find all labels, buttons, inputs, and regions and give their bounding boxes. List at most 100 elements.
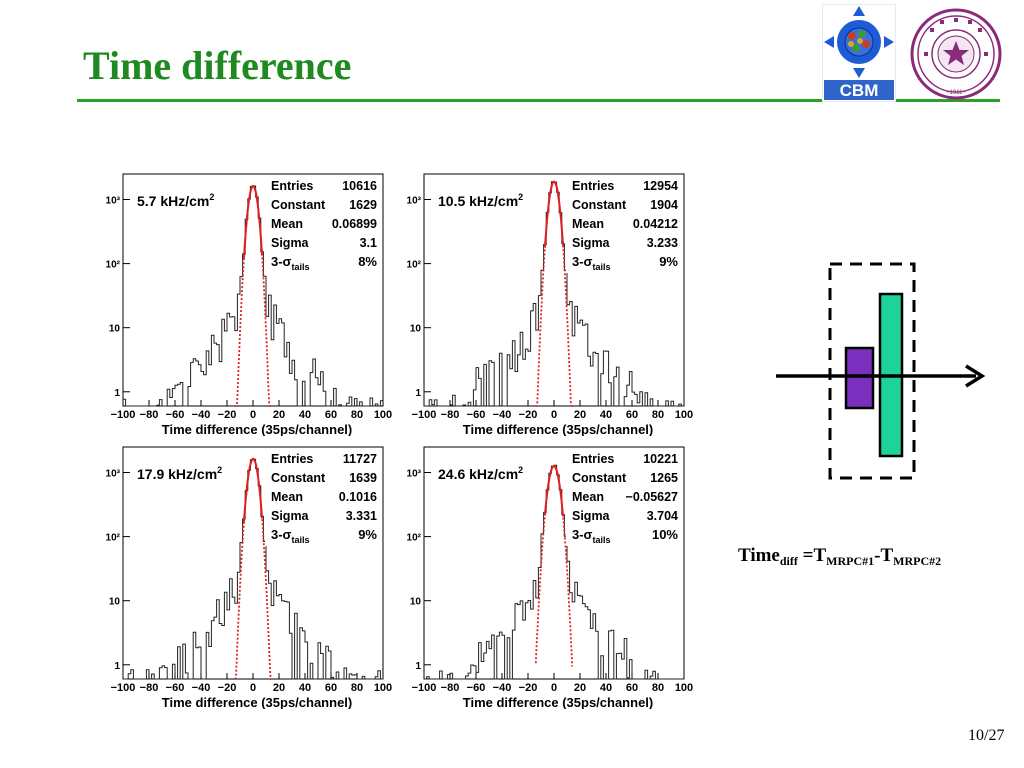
formula-t1-sub: MRPC#1: [826, 554, 875, 568]
gaussian-fit-peak: [242, 457, 264, 523]
histogram-line: [123, 458, 383, 680]
beam-arrow-head: [965, 364, 986, 388]
rate-label-sup: 2: [217, 465, 222, 475]
mrpc1-strip: [844, 346, 875, 410]
stat-value-constant: 1639: [349, 471, 377, 485]
stat-label-constant: Constant: [271, 471, 326, 485]
rate-label: 10.5 kHz/cm2: [438, 192, 523, 209]
slide-title: Time difference: [83, 43, 352, 88]
x-tick-label: −60: [166, 682, 185, 694]
x-tick-label: 20: [273, 409, 285, 421]
stat-value-tails: 8%: [358, 254, 377, 269]
y-tick-label: 10³: [407, 196, 422, 207]
cbm-logo-text: CBM: [840, 81, 879, 100]
stats-box-bg: [566, 175, 682, 273]
stats-box: Entries 11727 Constant 1639 Mean 0.1016 Sigma 3…: [265, 448, 381, 546]
stat-value-constant: 1265: [650, 471, 678, 485]
x-axis-label: Time difference (35ps/channel): [463, 695, 654, 709]
tails-sub: tails: [592, 262, 610, 272]
tails-sub: tails: [291, 535, 309, 545]
gaussian-fit-curve: [234, 184, 272, 407]
x-tick-label: 40: [299, 682, 311, 694]
stats-box: Entries 10221 Constant 1265 Mean −0.05627 Sigm…: [566, 448, 682, 546]
y-tick-label: 1: [415, 661, 421, 672]
stat-value-constant: 1629: [349, 198, 377, 212]
x-tick-label: −40: [493, 682, 512, 694]
stat-value-tails: 9%: [358, 527, 377, 542]
stat-label-entries: Entries: [271, 452, 313, 466]
stat-value-entries: 12954: [643, 179, 678, 193]
histogram-line: [424, 464, 684, 680]
stat-label-mean: Mean: [572, 490, 604, 504]
histogram-chart-3: −100 −80 −60 −40 −20 0 20 40 60 80 100 1 10 10² 10³ Tim…: [106, 446, 392, 709]
y-tick-label: 10²: [106, 533, 121, 544]
histogram-panel-3: −100 −80 −60 −40 −20 0 20 40 60 80 100 1 10 10² 10³ Tim…: [105, 441, 405, 709]
stat-label-tails: 3-σtails: [271, 254, 309, 272]
stat-label-mean: Mean: [271, 217, 303, 231]
x-axis-label: Time difference (35ps/channel): [162, 422, 353, 436]
histogram-panel-1: −100 −80 −60 −40 −20 0 20 40 60 80 100 1 10 10² 10³ Tim…: [105, 168, 405, 436]
formula-t2-sub: MRPC#2: [893, 554, 942, 568]
x-axis-label: Time difference (35ps/channel): [162, 695, 353, 709]
x-tick-label: −80: [140, 409, 159, 421]
histogram-panel-4: −100 −80 −60 −40 −20 0 20 40 60 80 100 1 10 10² 10³ Tim…: [406, 441, 706, 709]
rate-label-text: 5.7 kHz/cm: [137, 193, 209, 209]
x-tick-label: 100: [374, 409, 392, 421]
stat-value-sigma: 3.233: [647, 236, 678, 250]
x-tick-label: −20: [519, 409, 538, 421]
gaussian-fit-peak: [242, 184, 264, 259]
x-tick-label: −100: [412, 409, 437, 421]
stat-label-mean: Mean: [572, 217, 604, 231]
x-tick-label: 60: [325, 409, 337, 421]
stat-label-constant: Constant: [572, 198, 627, 212]
tails-sub: tails: [592, 535, 610, 545]
stat-value-tails: 9%: [659, 254, 678, 269]
x-tick-label: 40: [299, 409, 311, 421]
x-tick-label: −80: [441, 409, 460, 421]
x-tick-label: −100: [111, 682, 136, 694]
x-tick-label: −20: [519, 682, 538, 694]
y-tick-label: 10³: [407, 469, 422, 480]
stat-value-tails: 10%: [652, 527, 678, 542]
stat-label-constant: Constant: [572, 471, 627, 485]
rate-label: 5.7 kHz/cm2: [137, 192, 214, 209]
rate-label-text: 17.9 kHz/cm: [137, 466, 217, 482]
x-tick-label: 20: [273, 682, 285, 694]
x-tick-label: −60: [467, 682, 486, 694]
stats-box-bg: [265, 448, 381, 546]
stat-label-tails: 3-σtails: [572, 254, 610, 272]
formula-dash: -T: [874, 545, 894, 566]
stat-value-mean: 0.04212: [633, 217, 678, 231]
x-tick-label: −80: [441, 682, 460, 694]
stats-box: Entries 12954 Constant 1904 Mean 0.04212 Sigma…: [566, 175, 682, 273]
x-tick-label: −80: [140, 682, 159, 694]
seal-year: ~1911~: [946, 90, 966, 96]
y-tick-label: 10: [109, 324, 121, 335]
x-tick-label: −20: [218, 682, 237, 694]
x-tick-label: 80: [652, 409, 664, 421]
x-tick-label: 0: [250, 409, 256, 421]
y-tick-label: 10: [109, 597, 121, 608]
stats-box: Entries 10616 Constant 1629 Mean 0.06899 Sigma…: [265, 175, 381, 273]
y-tick-label: 10²: [407, 260, 422, 271]
stat-label-tails: 3-σtails: [572, 527, 610, 545]
x-tick-label: 80: [652, 682, 664, 694]
stat-value-entries: 10221: [643, 452, 678, 466]
x-tick-label: −100: [111, 409, 136, 421]
x-tick-label: 20: [574, 682, 586, 694]
tails-prefix: 3-σ: [271, 527, 292, 542]
time-diff-formula: Timediff =TMRPC#1-TMRPC#2: [738, 545, 941, 569]
x-tick-label: 40: [600, 409, 612, 421]
stat-label-sigma: Sigma: [572, 236, 611, 250]
stat-value-constant: 1904: [650, 198, 678, 212]
stat-value-sigma: 3.1: [360, 236, 377, 250]
x-tick-label: 60: [626, 682, 638, 694]
rate-label-sup: 2: [518, 465, 523, 475]
x-tick-label: 40: [600, 682, 612, 694]
stat-label-tails: 3-σtails: [271, 527, 309, 545]
gaussian-fit-peak: [543, 180, 565, 248]
stat-value-entries: 11727: [343, 452, 377, 466]
stat-label-entries: Entries: [271, 179, 313, 193]
x-tick-label: −40: [493, 409, 512, 421]
tails-prefix: 3-σ: [572, 527, 593, 542]
